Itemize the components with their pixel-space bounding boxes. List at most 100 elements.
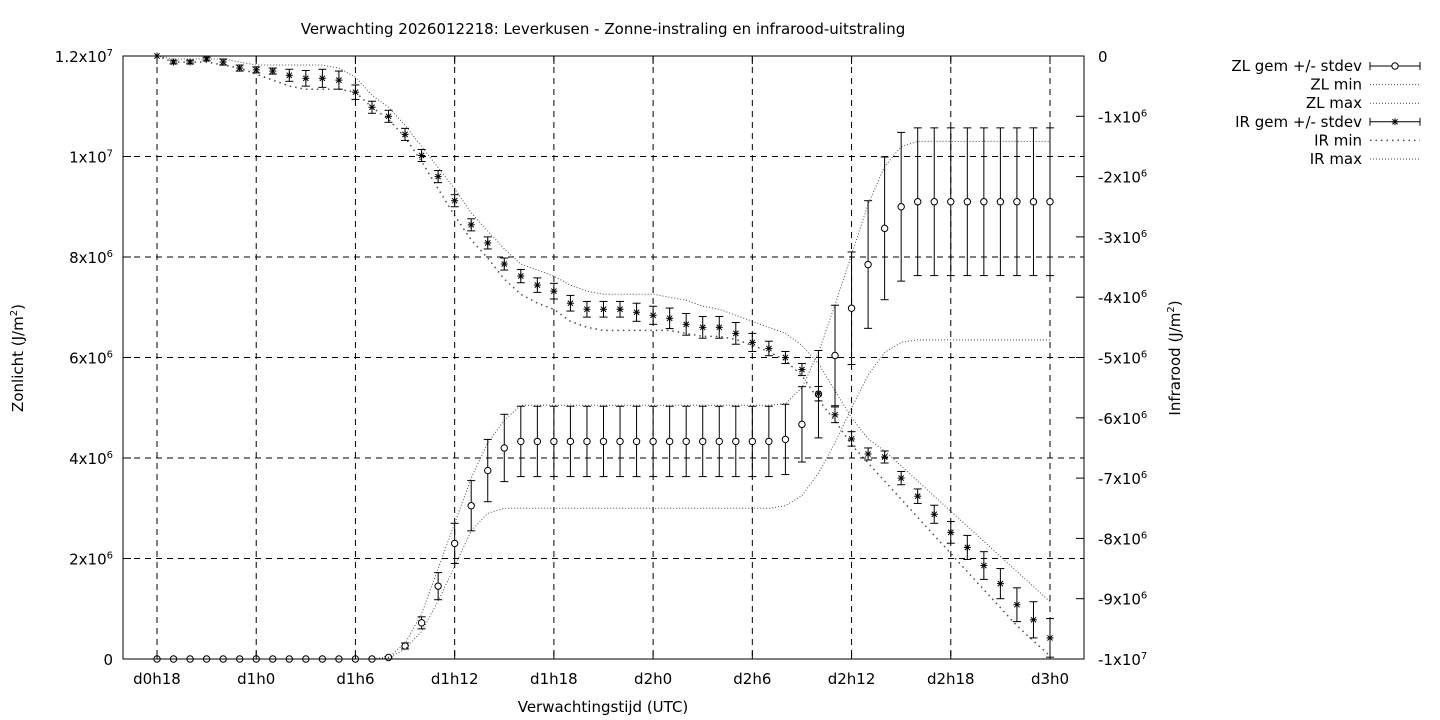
point-zl-gem-stdev bbox=[1046, 198, 1054, 206]
y-tick-label-base: 0 bbox=[103, 651, 113, 669]
point-ir-gem-stdev bbox=[484, 239, 492, 247]
point-zl-gem-stdev bbox=[616, 437, 624, 446]
y2-tick-label-base: 0 bbox=[1098, 48, 1108, 66]
y2-tick-label-base: -7x10 bbox=[1098, 470, 1141, 488]
point-zl-gem-stdev bbox=[715, 437, 723, 446]
x-tick-label: d1h6 bbox=[336, 670, 374, 688]
point-zl-gem-stdev bbox=[434, 582, 442, 590]
point-ir-gem-stdev bbox=[616, 305, 624, 313]
point-zl-gem-stdev bbox=[1029, 198, 1038, 206]
point-ir-gem-stdev bbox=[831, 411, 839, 419]
y2-tick-label-base: -8x10 bbox=[1098, 530, 1141, 548]
point-zl-gem-stdev bbox=[897, 203, 905, 211]
point-ir-gem-stdev bbox=[864, 450, 872, 458]
x-tick-label: d2h18 bbox=[927, 670, 975, 688]
y2-tick-label: -6x106 bbox=[1098, 410, 1147, 428]
y2-tick-label: -5x106 bbox=[1098, 350, 1147, 368]
point-ir-gem-stdev bbox=[385, 112, 393, 120]
point-zl-gem-stdev bbox=[500, 444, 508, 452]
y-axis-label-end: ) bbox=[9, 304, 27, 310]
point-zl-gem-stdev bbox=[732, 437, 740, 446]
point-ir-gem-stdev bbox=[517, 272, 525, 280]
y-tick-label: 6x106 bbox=[69, 350, 113, 368]
series-line-ir-max bbox=[156, 55, 1051, 603]
y2-tick-label-base: -2x10 bbox=[1098, 169, 1141, 187]
point-zl-gem-stdev bbox=[947, 198, 955, 206]
x-tick-label: d2h6 bbox=[733, 670, 771, 688]
y-tick-label-exp: 7 bbox=[107, 149, 113, 160]
legend-label: IR gem +/- stdev bbox=[1235, 113, 1362, 131]
y-tick-label: 1x107 bbox=[69, 149, 113, 167]
point-ir-gem-stdev bbox=[302, 74, 310, 82]
y2-tick-label-exp: 6 bbox=[1141, 108, 1147, 119]
y2-tick-label: -7x106 bbox=[1098, 470, 1147, 488]
point-ir-gem-stdev bbox=[848, 435, 856, 443]
point-ir-gem-stdev bbox=[699, 323, 707, 331]
point-zl-gem-stdev bbox=[880, 224, 889, 233]
y-tick-label-base: 2x10 bbox=[69, 551, 107, 569]
point-zl-gem-stdev bbox=[649, 437, 657, 446]
x-tick-label: d2h12 bbox=[828, 670, 876, 688]
point-ir-gem-stdev bbox=[318, 74, 326, 82]
legend-label: ZL gem +/- stdev bbox=[1231, 57, 1362, 75]
point-zl-gem-stdev bbox=[583, 437, 591, 446]
y2-tick-label-base: -1x10 bbox=[1098, 651, 1141, 669]
point-zl-gem-stdev bbox=[980, 198, 988, 206]
y2-tick-label: -2x106 bbox=[1098, 169, 1147, 187]
y2-tick-label: 0 bbox=[1098, 48, 1108, 66]
x-tick-label: d1h12 bbox=[431, 670, 479, 688]
series-line-zl-min bbox=[157, 339, 1050, 660]
point-zl-gem-stdev bbox=[417, 619, 426, 627]
y2-tick-label-exp: 6 bbox=[1141, 470, 1147, 481]
point-ir-gem-stdev bbox=[252, 66, 260, 74]
y-tick-label: 0 bbox=[103, 651, 113, 669]
y2-tick-label: -9x106 bbox=[1098, 591, 1147, 609]
point-ir-gem-stdev bbox=[434, 173, 442, 181]
point-ir-gem-stdev bbox=[633, 308, 641, 316]
point-ir-gem-stdev bbox=[401, 130, 409, 138]
point-zl-gem-stdev bbox=[533, 437, 542, 446]
point-ir-gem-stdev bbox=[963, 543, 971, 551]
point-zl-gem-stdev bbox=[682, 437, 690, 446]
y-tick-label-base: 8x10 bbox=[69, 249, 107, 267]
chart-title: Verwachting 2026012218: Leverkusen - Zon… bbox=[301, 20, 906, 38]
axis-ticks-group: d0h18 d1h0 d1h6 d1h12 d1h18 d2h0 d2h6 d2h12 d2h1… bbox=[55, 48, 1148, 688]
y2-tick-label: -3x106 bbox=[1098, 229, 1147, 247]
point-ir-gem-stdev bbox=[418, 151, 426, 159]
y-tick-label: 8x106 bbox=[69, 249, 113, 267]
point-zl-gem-stdev bbox=[930, 198, 938, 206]
point-zl-gem-stdev bbox=[1013, 198, 1021, 206]
series-line-ir-min bbox=[156, 55, 1051, 657]
y2-axis-label: Infrarood (J/m2) bbox=[1166, 300, 1184, 415]
y2-tick-label-base: -9x10 bbox=[1098, 591, 1141, 609]
y-tick-label: 4x106 bbox=[69, 450, 113, 468]
y-tick-label-exp: 6 bbox=[107, 350, 113, 361]
y2-tick-label: -8x106 bbox=[1098, 530, 1147, 548]
y2-axis-label-end: ) bbox=[1166, 300, 1184, 306]
y2-tick-label-base: -4x10 bbox=[1098, 289, 1141, 307]
point-ir-gem-stdev bbox=[500, 260, 508, 268]
point-zl-gem-stdev bbox=[665, 437, 674, 446]
point-ir-gem-stdev bbox=[583, 305, 591, 313]
y-tick-label-exp: 7 bbox=[107, 48, 113, 59]
y-tick-label-base: 4x10 bbox=[69, 450, 107, 468]
point-ir-gem-stdev bbox=[798, 366, 806, 374]
point-zl-gem-stdev bbox=[864, 260, 872, 269]
point-ir-gem-stdev bbox=[533, 281, 541, 289]
y-tick-label: 2x106 bbox=[69, 551, 113, 569]
point-zl-gem-stdev bbox=[467, 502, 475, 510]
point-ir-gem-stdev bbox=[781, 354, 789, 361]
point-zl-gem-stdev bbox=[914, 198, 922, 206]
y2-tick-label-exp: 6 bbox=[1141, 530, 1147, 541]
x-tick-label: d3h0 bbox=[1031, 670, 1069, 688]
point-ir-gem-stdev bbox=[550, 287, 558, 295]
x-tick-label: d1h0 bbox=[237, 670, 275, 688]
point-zl-gem-stdev bbox=[831, 351, 839, 360]
x-axis-label: Verwachtingstijd (UTC) bbox=[518, 698, 689, 716]
legend-swatch-marker bbox=[1391, 62, 1399, 70]
y2-tick-label-exp: 6 bbox=[1141, 591, 1147, 602]
y2-tick-label-base: -5x10 bbox=[1098, 350, 1141, 368]
y-tick-label-exp: 6 bbox=[107, 249, 113, 260]
